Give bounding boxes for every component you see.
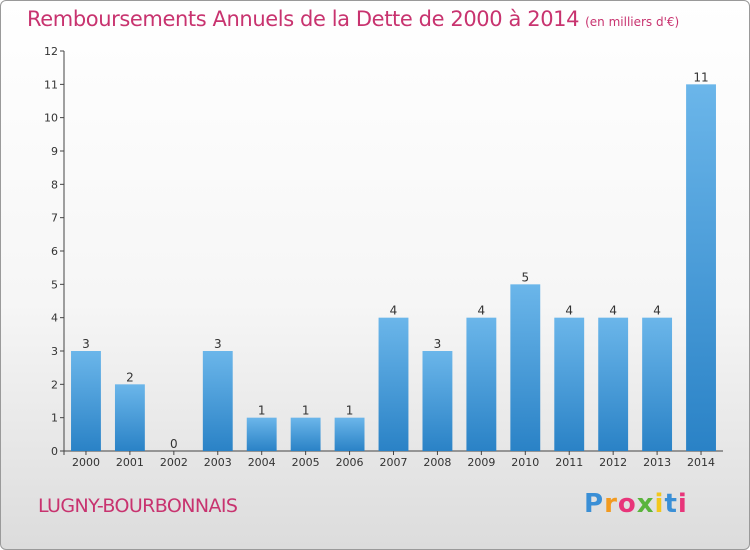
bar-2007: [378, 317, 409, 451]
x-tick-label: 2002: [160, 456, 188, 469]
bar-2009: [466, 317, 497, 451]
bar-2013: [642, 317, 673, 451]
data-label: 11: [693, 70, 708, 84]
x-tick-label: 2006: [336, 456, 364, 469]
logo-letter: P: [584, 489, 605, 519]
x-tick-label: 2011: [555, 456, 583, 469]
data-label: 5: [521, 270, 529, 284]
chart-bars: [71, 84, 716, 451]
logo-letter: o: [617, 489, 637, 519]
data-label: 1: [346, 404, 354, 418]
data-label: 4: [609, 304, 617, 318]
x-tick-label: 2012: [599, 456, 627, 469]
x-tick-label: 2005: [292, 456, 320, 469]
place-name: LUGNY-BOURBONNAIS: [38, 495, 238, 517]
y-tick-label: 11: [44, 78, 58, 91]
x-tick-label: 2014: [687, 456, 715, 469]
x-tick-label: 2001: [116, 456, 144, 469]
x-tick-label: 2008: [423, 456, 451, 469]
bar-2004: [246, 417, 277, 451]
data-label: 1: [258, 404, 266, 418]
data-label: 2: [126, 370, 134, 384]
bar-2003: [202, 351, 233, 451]
logo-letter: r: [604, 489, 618, 519]
x-tick-label: 2000: [72, 456, 100, 469]
bar-2014: [686, 84, 716, 451]
data-label: 1: [302, 404, 310, 418]
bar-2001: [114, 384, 145, 451]
data-label: 3: [214, 337, 222, 351]
logo-letter: t: [664, 489, 678, 519]
bar-2000: [71, 351, 101, 451]
data-label: 0: [170, 437, 178, 451]
data-label: 3: [82, 337, 90, 351]
x-tick-label: 2010: [511, 456, 539, 469]
bar-2011: [554, 317, 585, 451]
y-tick-label: 12: [44, 45, 58, 58]
data-label: 4: [478, 304, 486, 318]
x-tick-label: 2013: [643, 456, 671, 469]
y-tick-label: 9: [51, 145, 58, 158]
y-tick-label: 10: [44, 112, 58, 125]
y-tick-label: 2: [51, 378, 58, 391]
logo-letter: i: [677, 489, 688, 519]
bar-2010: [510, 284, 541, 451]
proxiti-logo[interactable]: Proxiti: [584, 489, 688, 519]
chart-subtitle: (en milliers d'€): [585, 15, 680, 29]
data-label: 4: [653, 304, 661, 318]
y-tick-label: 5: [51, 278, 58, 291]
y-tick-label: 3: [51, 345, 58, 358]
bar-2008: [422, 351, 453, 451]
y-tick-label: 7: [51, 212, 58, 225]
y-tick-label: 1: [51, 412, 58, 425]
y-tick-label: 0: [51, 445, 58, 458]
bar-2005: [290, 417, 321, 451]
x-tick-label: 2009: [467, 456, 495, 469]
x-tick-label: 2003: [204, 456, 232, 469]
logo-letter: i: [654, 489, 665, 519]
x-tick-label: 2004: [248, 456, 276, 469]
chart-title-text: Remboursements Annuels de la Dette de 20…: [27, 7, 580, 31]
data-label: 3: [434, 337, 442, 351]
bar-2006: [334, 417, 365, 451]
data-label: 4: [565, 304, 573, 318]
y-tick-label: 4: [51, 312, 58, 325]
y-tick-label: 6: [51, 245, 58, 258]
y-tick-label: 8: [51, 178, 58, 191]
bar-2012: [598, 317, 629, 451]
data-label: 4: [390, 304, 398, 318]
chart-title: Remboursements Annuels de la Dette de 20…: [27, 7, 679, 31]
x-tick-label: 2007: [380, 456, 408, 469]
logo-letter: x: [636, 489, 655, 519]
